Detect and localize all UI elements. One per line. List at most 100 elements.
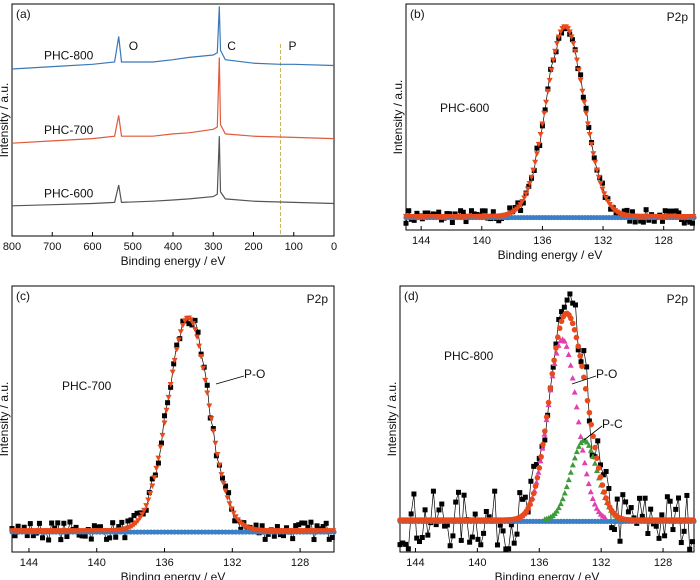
fit-point bbox=[552, 48, 559, 55]
fit-point bbox=[599, 482, 606, 488]
x-tick-label: 144 bbox=[20, 557, 38, 569]
raw-data-point bbox=[104, 536, 110, 542]
raw-data-point bbox=[620, 492, 626, 498]
component-point-1 bbox=[555, 504, 562, 511]
raw-data-point bbox=[550, 364, 556, 370]
raw-data-point bbox=[684, 492, 690, 498]
sample-label: PHC-600 bbox=[440, 101, 490, 115]
x-tick-label: 0 bbox=[331, 241, 337, 253]
fit-point bbox=[573, 57, 580, 64]
fit-point bbox=[570, 41, 577, 47]
fit-point bbox=[539, 121, 546, 128]
fit-point bbox=[526, 181, 533, 187]
raw-data-point bbox=[442, 523, 448, 529]
component-point-1 bbox=[573, 448, 580, 455]
fit-point bbox=[167, 382, 174, 388]
raw-data-point bbox=[621, 208, 627, 214]
fit-point bbox=[579, 88, 586, 95]
fit-point bbox=[586, 131, 593, 138]
fit-point bbox=[206, 403, 213, 409]
raw-data-point bbox=[673, 208, 679, 214]
raw-data-point bbox=[584, 364, 590, 370]
raw-data-point bbox=[665, 208, 671, 214]
raw-data-point bbox=[653, 523, 659, 529]
raw-data-point bbox=[617, 538, 623, 544]
raw-data-point bbox=[591, 155, 597, 161]
fit-point bbox=[597, 181, 604, 187]
raw-data-point bbox=[469, 534, 475, 540]
raw-data-point bbox=[411, 217, 417, 223]
raw-data-point bbox=[598, 462, 604, 468]
raw-data-point bbox=[444, 522, 450, 528]
fit-point bbox=[139, 511, 146, 518]
fit-point bbox=[528, 174, 535, 181]
component-point-0 bbox=[571, 389, 578, 395]
raw-data-point bbox=[284, 525, 290, 531]
raw-data-point bbox=[624, 207, 630, 213]
raw-data-point bbox=[439, 501, 445, 507]
raw-data-point bbox=[67, 519, 73, 525]
fit-point bbox=[149, 483, 156, 490]
raw-data-point bbox=[614, 496, 620, 502]
fit-point bbox=[165, 394, 172, 401]
raw-data-point bbox=[586, 124, 592, 130]
fit-point bbox=[588, 421, 595, 428]
raw-data-point bbox=[542, 107, 548, 113]
raw-data-point bbox=[40, 535, 46, 541]
component-point-1 bbox=[565, 476, 572, 483]
raw-data-point bbox=[520, 496, 526, 502]
raw-data-point bbox=[265, 531, 271, 537]
raw-data-point bbox=[262, 536, 268, 542]
fit-point bbox=[551, 357, 557, 364]
raw-data-point bbox=[483, 509, 489, 515]
raw-data-point bbox=[293, 523, 299, 529]
raw-data-point bbox=[553, 341, 559, 347]
raw-data-point bbox=[628, 505, 634, 511]
fit-point bbox=[690, 213, 697, 220]
raw-data-point bbox=[113, 534, 119, 540]
component-point-0 bbox=[579, 447, 586, 453]
raw-data-point bbox=[436, 507, 442, 513]
raw-data-point bbox=[472, 511, 478, 517]
raw-data-point bbox=[408, 511, 414, 517]
raw-data-point bbox=[400, 540, 406, 546]
x-tick-label: 136 bbox=[530, 557, 548, 569]
component-point-1 bbox=[557, 500, 564, 507]
raw-data-point bbox=[82, 533, 88, 539]
raw-data-point bbox=[195, 329, 201, 335]
x-tick-label: 132 bbox=[594, 235, 612, 247]
fit-point bbox=[177, 329, 184, 335]
y-axis-label: Intensity / a.u. bbox=[391, 80, 405, 155]
fit-point bbox=[535, 141, 542, 148]
component-leader bbox=[215, 375, 245, 385]
fit-point bbox=[228, 506, 235, 512]
raw-data-point bbox=[162, 413, 168, 419]
fit-point bbox=[137, 515, 144, 521]
raw-data-point bbox=[94, 524, 100, 530]
component-point-0 bbox=[567, 362, 574, 368]
raw-data-point bbox=[24, 533, 30, 539]
raw-data-point bbox=[580, 94, 586, 100]
fit-point bbox=[179, 322, 186, 329]
raw-data-point bbox=[673, 506, 679, 512]
raw-data-point bbox=[447, 211, 453, 217]
fit-point bbox=[590, 433, 596, 440]
raw-data-point bbox=[570, 300, 576, 306]
raw-data-point bbox=[302, 520, 308, 526]
plot-frame bbox=[399, 285, 695, 553]
raw-data-point bbox=[681, 220, 687, 226]
raw-data-point bbox=[449, 219, 455, 225]
raw-data-point bbox=[403, 541, 409, 547]
fit-point bbox=[141, 507, 148, 514]
raw-data-point bbox=[670, 527, 676, 533]
sample-label: PHC-800 bbox=[444, 349, 494, 363]
raw-data-point bbox=[450, 533, 456, 539]
fit-point bbox=[187, 317, 194, 323]
raw-data-point bbox=[478, 542, 484, 548]
x-tick-label: 144 bbox=[412, 235, 430, 247]
fit-point bbox=[523, 191, 530, 197]
raw-data-point bbox=[79, 533, 85, 539]
series-line-2 bbox=[11, 136, 335, 207]
raw-data-point bbox=[30, 533, 36, 539]
x-tick-label: 144 bbox=[406, 557, 424, 569]
